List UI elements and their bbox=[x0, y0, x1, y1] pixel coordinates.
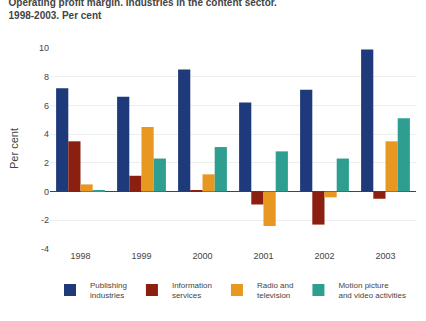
svg-text:Per cent: Per cent bbox=[8, 128, 20, 169]
svg-text:2001: 2001 bbox=[253, 251, 273, 261]
svg-text:0: 0 bbox=[44, 187, 49, 197]
svg-text:2002: 2002 bbox=[314, 251, 334, 261]
svg-text:Radio andtelevision: Radio andtelevision bbox=[257, 281, 293, 300]
svg-text:2003: 2003 bbox=[375, 251, 395, 261]
svg-text:2: 2 bbox=[44, 158, 49, 168]
svg-text:8: 8 bbox=[44, 72, 49, 82]
svg-text:-2: -2 bbox=[41, 215, 49, 225]
svg-text:-4: -4 bbox=[41, 244, 49, 254]
svg-text:Informationservices: Informationservices bbox=[172, 281, 212, 300]
svg-text:6: 6 bbox=[44, 101, 49, 111]
svg-text:2000: 2000 bbox=[192, 251, 212, 261]
svg-text:1999: 1999 bbox=[131, 251, 151, 261]
svg-text:Publishingindustries: Publishingindustries bbox=[90, 281, 127, 300]
svg-text:Operating profit margin. Indus: Operating profit margin. Industries in t… bbox=[9, 0, 278, 21]
svg-text:Motion pictureand video activi: Motion pictureand video activities bbox=[338, 281, 406, 300]
svg-text:1998: 1998 bbox=[70, 251, 90, 261]
svg-text:10: 10 bbox=[39, 43, 49, 53]
svg-text:4: 4 bbox=[44, 129, 49, 139]
